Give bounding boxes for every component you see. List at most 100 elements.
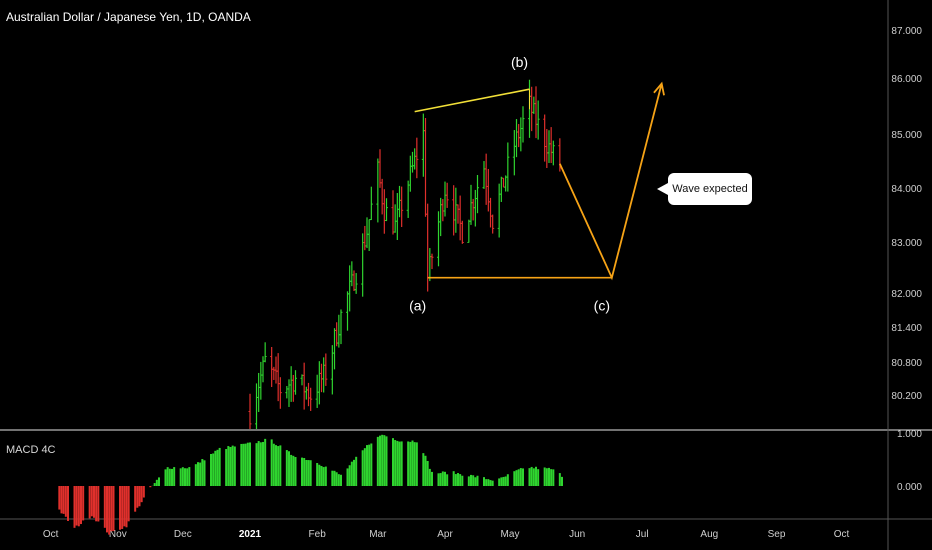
macd-bar	[225, 449, 228, 486]
wave-label: (a)	[409, 298, 426, 314]
macd-bar	[431, 471, 433, 486]
macd-bar	[474, 477, 477, 486]
macd-bar	[522, 468, 524, 486]
macd-bar	[409, 441, 412, 486]
macd-bar	[561, 476, 563, 486]
price-tick-label: 85.000	[891, 130, 922, 141]
macd-bar	[201, 459, 204, 486]
macd-bar	[439, 473, 442, 486]
macd-bar	[95, 486, 98, 522]
time-tick-label: Sep	[768, 529, 786, 540]
time-tick-label: May	[501, 529, 520, 540]
macd-bar	[350, 461, 353, 486]
macd-bar	[407, 441, 410, 486]
macd-bar	[355, 456, 358, 486]
indicator-label: MACD 4C	[6, 444, 56, 456]
macd-bar	[307, 460, 310, 486]
macd-bar	[82, 486, 85, 521]
macd-bar	[376, 436, 379, 486]
macd-bar	[216, 449, 219, 486]
wave-label: (b)	[511, 54, 528, 70]
macd-bar	[392, 438, 394, 486]
macd-bar	[552, 469, 555, 486]
macd-bar	[292, 455, 295, 486]
macd-bar	[173, 467, 176, 486]
macd-bar	[279, 445, 282, 486]
macd-bar	[270, 439, 273, 486]
macd-bar	[168, 468, 171, 486]
macd-bar	[186, 468, 189, 486]
macd-bar	[415, 442, 418, 486]
macd-bar	[353, 459, 355, 486]
macd-bar	[112, 486, 115, 532]
macd-bar	[309, 460, 312, 486]
macd-bar	[379, 435, 381, 486]
macd-bar	[320, 466, 323, 486]
macd-bar	[249, 442, 251, 486]
macd-bar	[519, 468, 522, 486]
macd-bar	[93, 486, 95, 518]
macd-bar	[305, 459, 308, 486]
macd-bar	[262, 441, 264, 486]
macd-bar	[444, 471, 446, 486]
macd-bar	[545, 468, 548, 486]
macd-bar	[73, 486, 76, 528]
macd-bar	[335, 472, 338, 486]
macd-bar	[385, 436, 388, 486]
macd-bar	[199, 462, 202, 486]
macd-bar	[194, 464, 197, 486]
macd-bar	[454, 474, 457, 486]
macd-bar	[470, 474, 472, 486]
macd-bar	[483, 477, 485, 486]
macd-bar	[422, 453, 425, 486]
macd-histogram	[58, 434, 563, 535]
macd-tick-label: 1.000	[897, 429, 922, 440]
macd-bar	[537, 469, 540, 486]
macd-bar	[227, 446, 230, 486]
macd-bar	[288, 451, 290, 486]
macd-bar	[242, 443, 245, 486]
macd-bar	[324, 466, 327, 486]
price-bars	[248, 79, 562, 429]
macd-bar	[368, 444, 371, 486]
macd-bar	[318, 464, 321, 486]
time-tick-label: Apr	[437, 529, 453, 540]
macd-bar	[277, 446, 280, 486]
macd-bar	[452, 471, 455, 486]
time-tick-label: Dec	[174, 529, 192, 540]
chart-title: Australian Dollar / Japanese Yen, 1D, OA…	[6, 10, 251, 24]
macd-bar	[398, 441, 401, 486]
macd-bar	[528, 468, 531, 486]
macd-bar	[264, 438, 267, 486]
macd-bar	[229, 447, 232, 486]
macd-bar	[316, 463, 319, 486]
time-tick-label: Jun	[569, 529, 585, 540]
macd-bar	[446, 474, 449, 486]
macd-bar	[246, 442, 249, 486]
macd-bar	[127, 486, 130, 522]
macd-bar	[214, 450, 217, 486]
macd-bar	[103, 486, 106, 528]
macd-bar	[240, 443, 243, 486]
price-tick-label: 82.000	[891, 289, 922, 300]
macd-bar	[370, 443, 373, 486]
macd-bar	[166, 467, 169, 486]
macd-bar	[361, 450, 364, 486]
macd-bar	[485, 479, 488, 486]
macd-bar	[197, 462, 199, 486]
macd-bar	[75, 486, 78, 526]
macd-bar	[233, 446, 236, 486]
time-tick-label: Nov	[109, 529, 127, 540]
projected-wave-path	[559, 83, 663, 281]
macd-bar	[543, 467, 546, 486]
macd-bar	[301, 457, 303, 486]
macd-bar	[62, 486, 65, 514]
price-tick-label: 84.000	[891, 184, 922, 195]
macd-bar	[60, 486, 63, 514]
macd-bar	[294, 457, 297, 486]
price-tick-label: 83.000	[891, 238, 922, 249]
macd-bar	[136, 486, 139, 508]
macd-bar	[491, 480, 494, 486]
macd-bar	[472, 475, 475, 486]
time-tick-label: 2021	[239, 529, 262, 540]
